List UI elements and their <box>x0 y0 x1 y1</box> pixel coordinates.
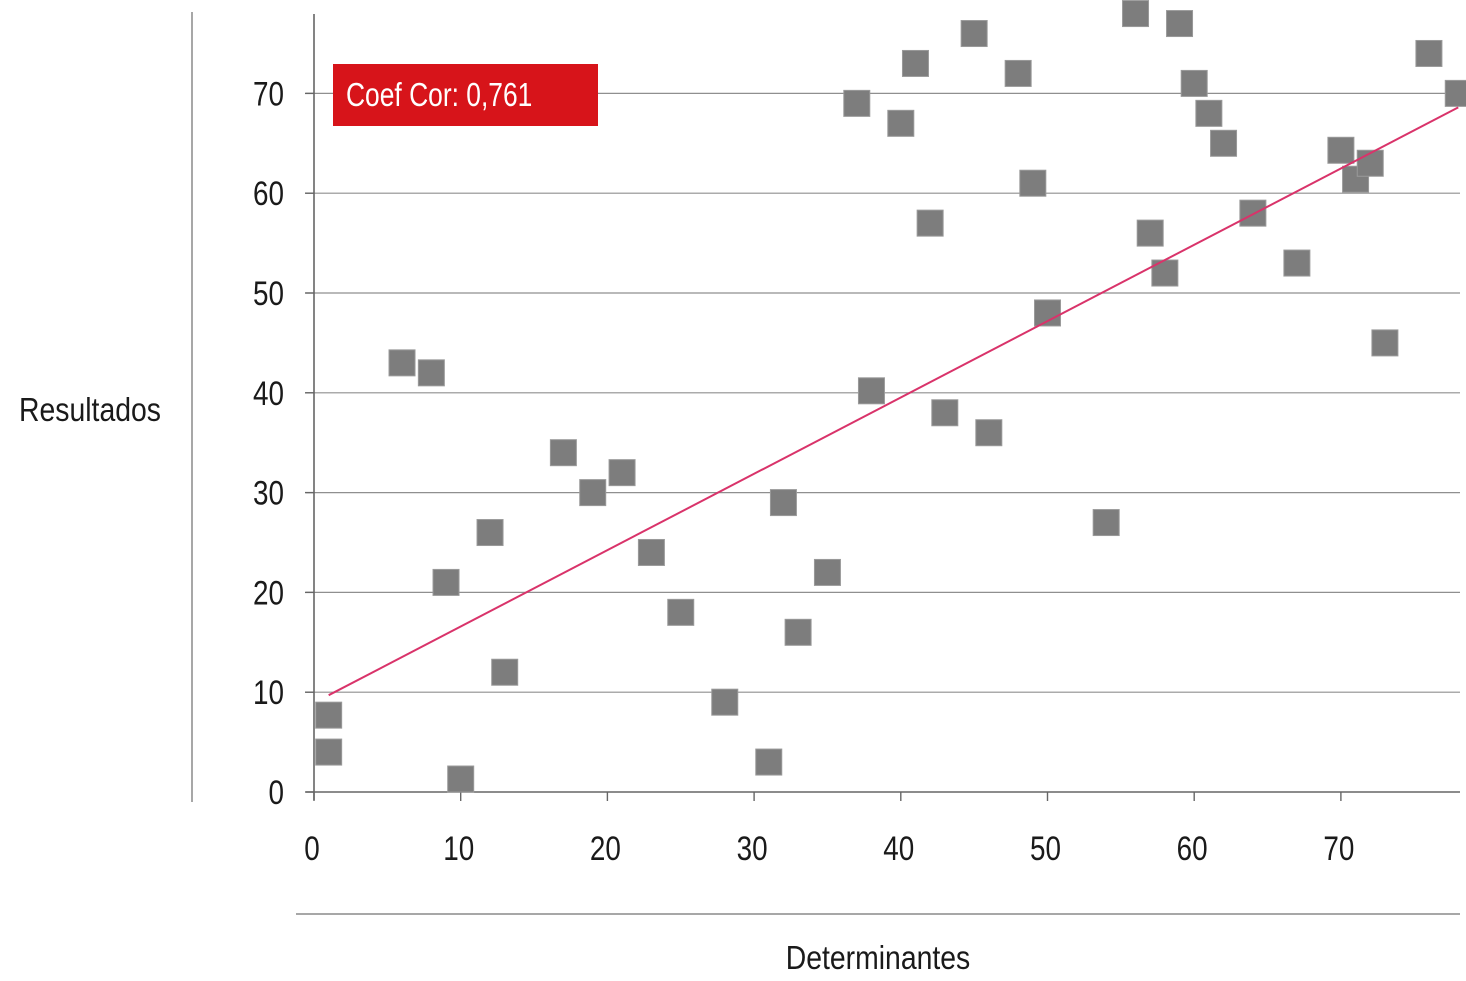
y-tick-label-70: 70 <box>253 75 284 113</box>
data-point <box>1004 59 1032 87</box>
trendline-group <box>328 106 1459 697</box>
data-point <box>901 49 929 77</box>
trendline <box>328 106 1459 697</box>
x-tick-label-70: 70 <box>1323 829 1354 867</box>
data-point <box>637 538 665 566</box>
x-tick-label-10: 10 <box>443 829 474 867</box>
correlation-annotation: Coef Cor: 0,761 <box>333 64 598 126</box>
annotation-box <box>333 64 598 126</box>
data-point <box>843 89 871 117</box>
data-point <box>417 359 445 387</box>
y-tick-label-0: 0 <box>268 773 284 811</box>
x-axis-title: Determinantes <box>786 939 970 977</box>
data-points <box>315 0 1466 793</box>
y-tick-label-20: 20 <box>253 574 284 612</box>
data-point <box>857 377 885 405</box>
y-axis-title: Resultados <box>19 391 161 429</box>
data-point <box>755 748 783 776</box>
data-point <box>1415 39 1443 67</box>
data-point <box>769 489 797 517</box>
annotation-text: Coef Cor: 0,761 <box>346 77 532 113</box>
data-point <box>1136 219 1164 247</box>
x-tick-label-30: 30 <box>737 829 768 867</box>
data-point <box>388 349 416 377</box>
y-tick-label-30: 30 <box>253 474 284 512</box>
data-point <box>1122 0 1150 28</box>
data-point <box>784 618 812 646</box>
data-point <box>667 598 695 626</box>
chart-frame <box>191 12 1460 915</box>
data-point <box>1283 249 1311 277</box>
data-point <box>447 765 475 793</box>
x-tick-label-20: 20 <box>590 829 621 867</box>
data-point <box>432 568 460 596</box>
x-tick-label-60: 60 <box>1177 829 1208 867</box>
data-point <box>916 209 944 237</box>
x-tick-label-0: 0 <box>304 829 320 867</box>
data-point <box>931 399 959 427</box>
data-point <box>887 109 915 137</box>
data-point <box>813 558 841 586</box>
data-point <box>1092 509 1120 537</box>
axes <box>305 14 1460 801</box>
data-point <box>1210 129 1238 157</box>
data-point <box>549 439 577 467</box>
data-point <box>1356 149 1384 177</box>
data-point <box>1444 79 1466 107</box>
data-point <box>579 479 607 507</box>
data-point <box>711 688 739 716</box>
data-point <box>608 459 636 487</box>
data-point <box>1180 69 1208 97</box>
y-tick-label-10: 10 <box>253 674 284 712</box>
data-point <box>476 519 504 547</box>
data-point <box>1166 10 1194 38</box>
data-point <box>1371 329 1399 357</box>
data-point <box>491 658 519 686</box>
data-point <box>975 419 1003 447</box>
x-tick-label-50: 50 <box>1030 829 1061 867</box>
y-tick-label-40: 40 <box>253 374 284 412</box>
y-tick-label-50: 50 <box>253 274 284 312</box>
data-point <box>960 20 988 48</box>
data-point <box>1327 136 1355 164</box>
data-point <box>1195 99 1223 127</box>
y-tick-label-60: 60 <box>253 175 284 213</box>
data-point <box>315 738 343 766</box>
data-point <box>1019 169 1047 197</box>
x-tick-label-40: 40 <box>883 829 914 867</box>
data-point <box>315 701 343 729</box>
tick-labels: 0 10 20 30 40 50 60 70 0 10 20 30 40 50 60 70 <box>253 75 1354 868</box>
